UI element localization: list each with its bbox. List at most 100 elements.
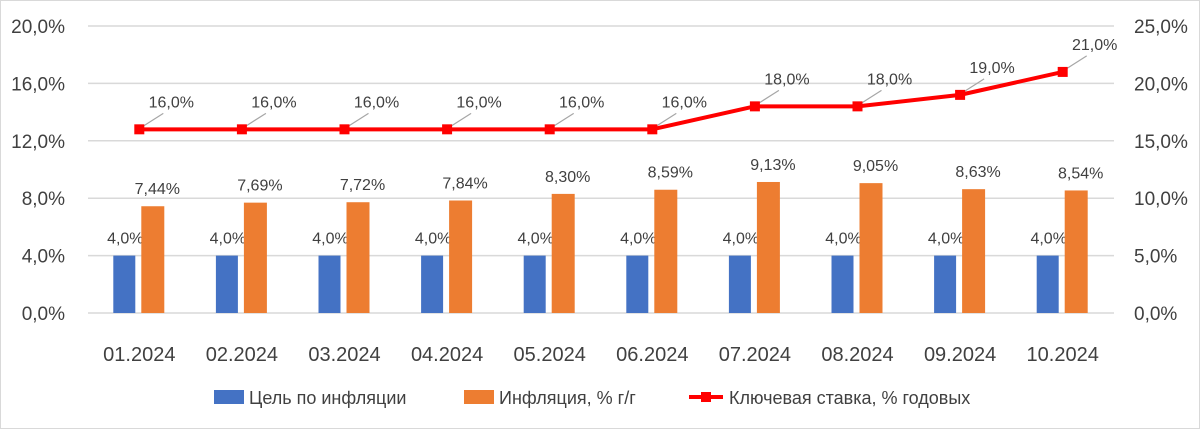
label-leader-line	[653, 112, 677, 128]
bar-inflation	[1064, 190, 1088, 313]
data-label: 16,0%	[149, 94, 194, 111]
bar-inflation	[141, 206, 165, 313]
data-label: 8,54%	[1058, 165, 1103, 182]
line-marker	[339, 124, 350, 135]
data-label: 16,0%	[662, 94, 707, 111]
x-axis-tick: 05.2024	[514, 344, 586, 366]
left-axis-tick: 12,0%	[11, 132, 65, 153]
bar-inflation-target	[1036, 255, 1059, 313]
data-label: 7,84%	[442, 175, 487, 192]
data-label: 18,0%	[764, 71, 809, 88]
bar-inflation-target	[626, 255, 649, 313]
line-key-rate	[139, 69, 1064, 132]
data-label: 4,0%	[620, 231, 656, 248]
line-marker	[749, 101, 760, 112]
legend-marker	[701, 392, 711, 402]
right-axis-tick: 10,0%	[1134, 189, 1188, 210]
bar-inflation	[859, 183, 883, 313]
line-marker	[955, 89, 966, 100]
bar-inflation-target	[934, 255, 957, 313]
bar-inflation-target	[318, 255, 341, 313]
data-label: 4,0%	[415, 231, 451, 248]
bar-inflation	[243, 202, 267, 313]
label-leader-line	[140, 112, 164, 128]
data-label: 4,0%	[107, 231, 143, 248]
data-label: 7,44%	[135, 181, 180, 198]
data-label: 7,72%	[340, 177, 385, 194]
bar-inflation-target	[421, 255, 444, 313]
data-label: 4,0%	[825, 231, 861, 248]
bar-inflation	[654, 189, 678, 313]
data-label: 19,0%	[969, 60, 1014, 77]
data-label: 4,0%	[928, 231, 964, 248]
right-axis-tick: 20,0%	[1134, 74, 1188, 95]
line-marker	[442, 124, 453, 135]
data-label: 16,0%	[251, 94, 296, 111]
data-label: 9,13%	[750, 157, 795, 174]
data-label: 18,0%	[867, 71, 912, 88]
line-marker	[852, 101, 863, 112]
bar-inflation	[449, 200, 473, 313]
left-axis-tick: 20,0%	[11, 17, 65, 38]
x-axis-tick: 10.2024	[1027, 344, 1099, 366]
right-axis-tick: 5,0%	[1134, 247, 1177, 268]
label-leader-line	[243, 112, 267, 128]
line-marker	[134, 124, 145, 135]
x-axis-tick: 03.2024	[308, 344, 380, 366]
left-axis-tick: 0,0%	[22, 304, 65, 325]
data-label: 4,0%	[517, 231, 553, 248]
bar-inflation	[346, 202, 370, 313]
bar-inflation-target	[523, 255, 546, 313]
x-axis-tick: 04.2024	[411, 344, 483, 366]
data-label: 8,59%	[648, 165, 693, 182]
data-label: 16,0%	[456, 94, 501, 111]
data-label: 21,0%	[1072, 37, 1117, 54]
data-label: 16,0%	[354, 94, 399, 111]
label-leader-line	[961, 78, 985, 94]
line-marker	[647, 124, 658, 135]
label-leader-line	[756, 89, 780, 105]
data-label: 4,0%	[210, 231, 246, 248]
left-axis-tick: 8,0%	[22, 189, 65, 210]
line-marker	[544, 124, 555, 135]
x-axis-tick: 01.2024	[103, 344, 175, 366]
legend-swatch	[464, 390, 494, 404]
left-axis-tick: 4,0%	[22, 247, 65, 268]
right-axis-tick: 15,0%	[1134, 132, 1188, 153]
data-label: 4,0%	[1030, 231, 1066, 248]
data-label: 4,0%	[723, 231, 759, 248]
data-label: 8,30%	[545, 169, 590, 186]
bar-inflation	[962, 189, 986, 313]
x-axis-tick: 06.2024	[616, 344, 688, 366]
label-leader-line	[448, 112, 472, 128]
legend-label: Цель по инфляции	[249, 388, 406, 408]
bar-inflation-target	[831, 255, 854, 313]
label-leader-line	[346, 112, 369, 128]
left-axis-tick: 16,0%	[11, 74, 65, 95]
legend-label: Инфляция, % г/г	[499, 388, 636, 408]
bar-inflation-target	[728, 255, 751, 313]
line-marker	[236, 124, 247, 135]
label-leader-line	[551, 112, 575, 128]
right-axis-tick: 25,0%	[1134, 17, 1188, 38]
data-label: 7,69%	[237, 178, 282, 195]
x-axis-tick: 08.2024	[821, 344, 893, 366]
data-label: 4,0%	[312, 231, 348, 248]
x-axis-tick: 07.2024	[719, 344, 791, 366]
x-axis-tick: 02.2024	[206, 344, 278, 366]
legend-swatch	[214, 390, 244, 404]
bar-inflation-target	[113, 255, 136, 313]
data-label: 16,0%	[559, 94, 604, 111]
bar-inflation-target	[215, 255, 238, 313]
right-axis-tick: 0,0%	[1134, 304, 1177, 325]
legend-label: Ключевая ставка, % годовых	[729, 388, 970, 408]
label-leader-line	[859, 89, 882, 105]
bar-inflation	[551, 193, 575, 313]
x-axis-tick: 09.2024	[924, 344, 996, 366]
label-leader-line	[1064, 55, 1088, 71]
data-label: 8,63%	[955, 164, 1000, 181]
bar-inflation	[756, 181, 780, 313]
data-label: 9,05%	[853, 158, 898, 175]
